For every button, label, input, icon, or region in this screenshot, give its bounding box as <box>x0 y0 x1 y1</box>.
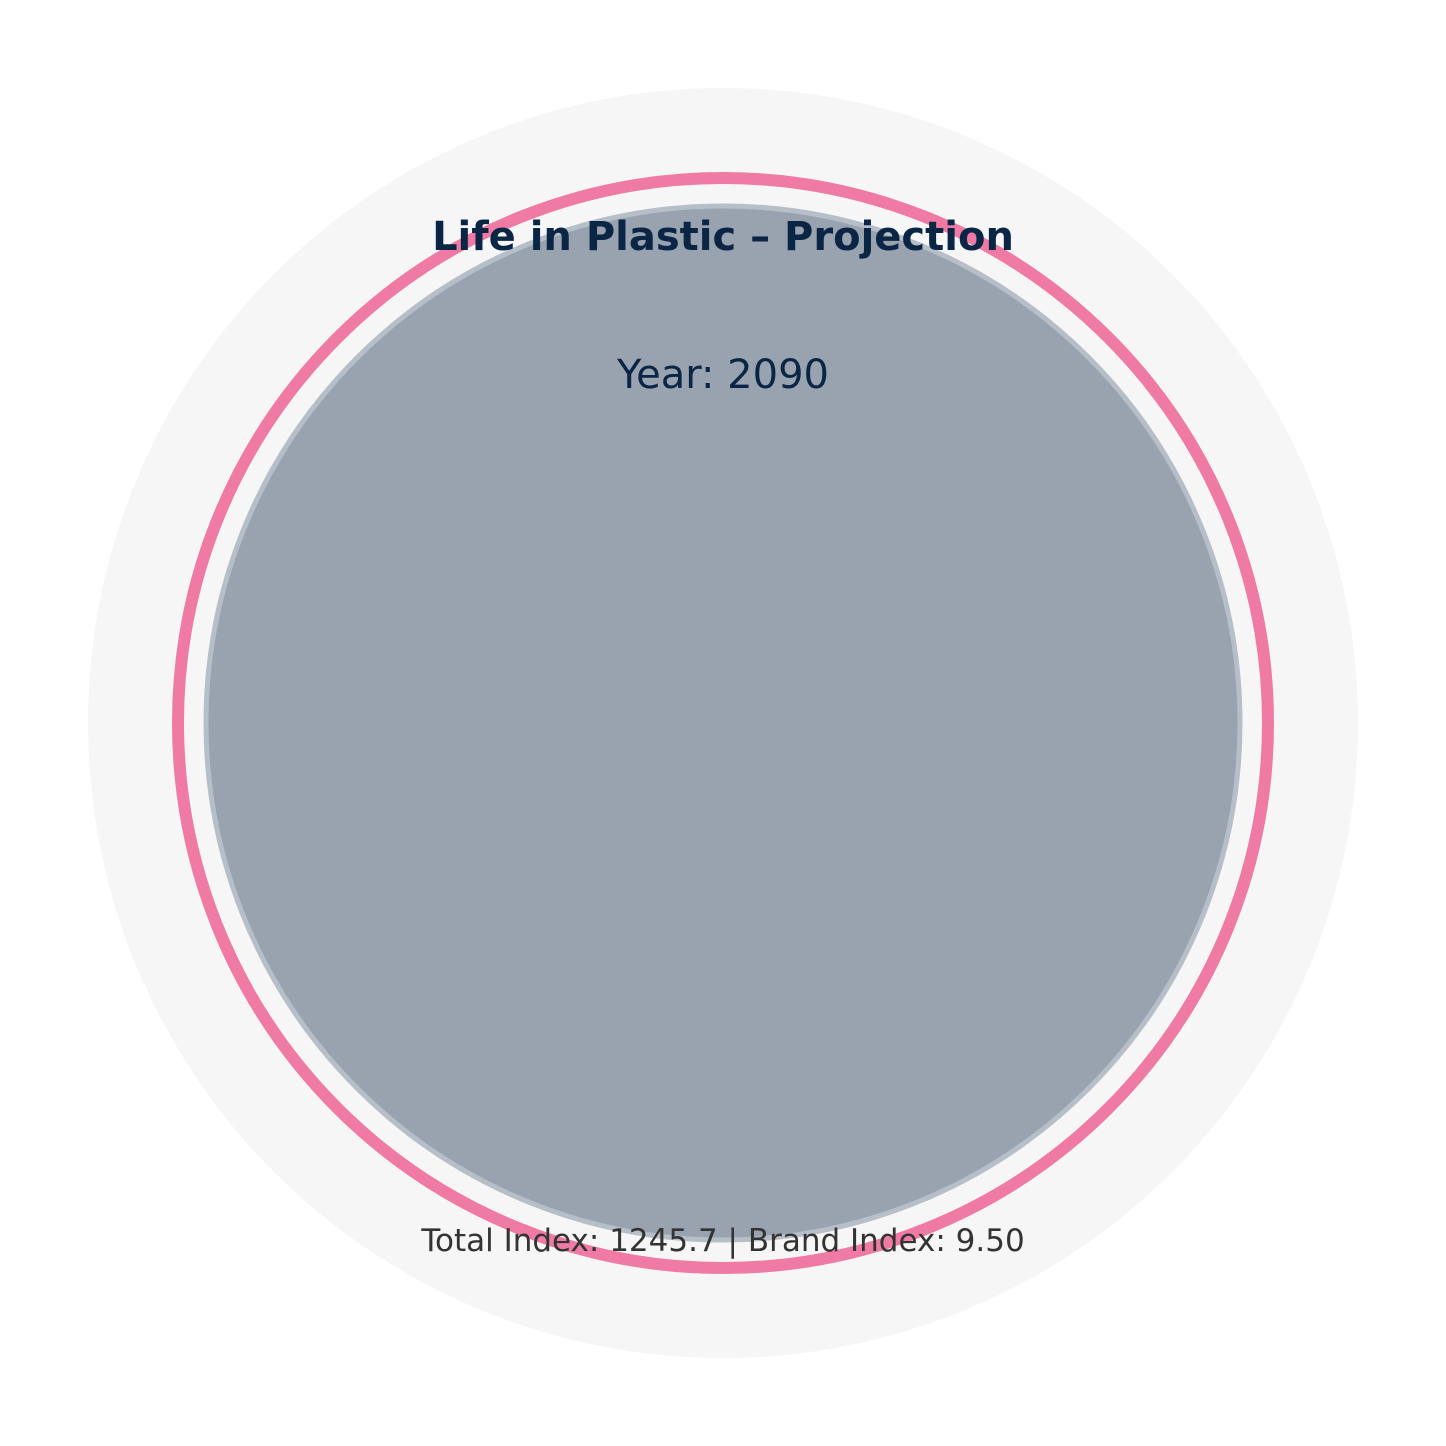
chart-title: Life in Plastic – Projection <box>432 214 1014 260</box>
index-summary: Total Index: 1245.7 | Brand Index: 9.50 <box>420 1223 1024 1259</box>
projection-ring <box>172 172 1274 1274</box>
year-label: Year: 2090 <box>616 352 829 398</box>
total-index-bubble <box>203 203 1243 1243</box>
